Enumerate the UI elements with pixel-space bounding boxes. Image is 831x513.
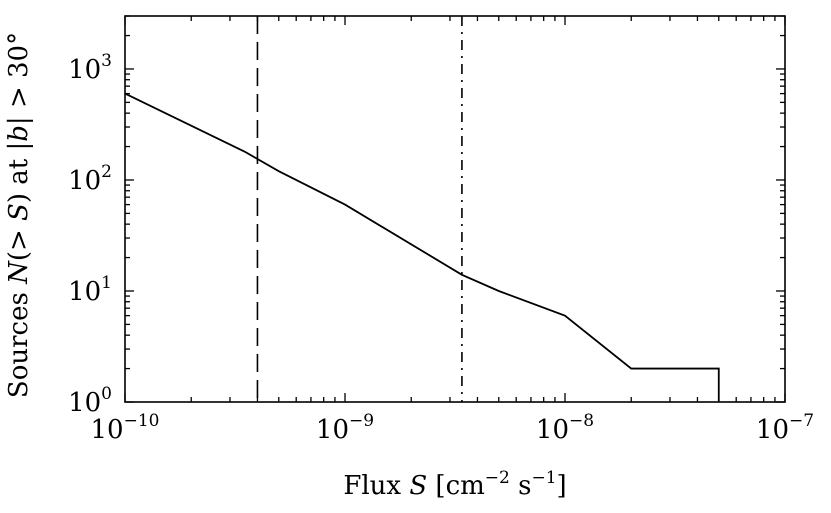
- ticks-layer: [124, 15, 786, 403]
- plot-frame: [124, 15, 786, 403]
- x-tick-label: 10−8: [536, 411, 594, 445]
- y-tick-label: 100: [68, 384, 112, 418]
- x-tick-label: 10−7: [756, 411, 814, 445]
- y-tick-label: 102: [68, 162, 112, 196]
- x-tick-label: 10−10: [91, 411, 160, 445]
- y-axis-label: Sources N(> S) at |b| > 30°: [4, 32, 34, 398]
- plot-layer: [124, 16, 720, 402]
- y-tick-label: 103: [68, 51, 112, 85]
- series-line-0: [124, 92, 720, 402]
- y-tick-label: 101: [68, 273, 112, 307]
- x-tick-label: 10−9: [316, 411, 374, 445]
- x-axis-label: Flux S [cm−2 s−1]: [343, 468, 566, 501]
